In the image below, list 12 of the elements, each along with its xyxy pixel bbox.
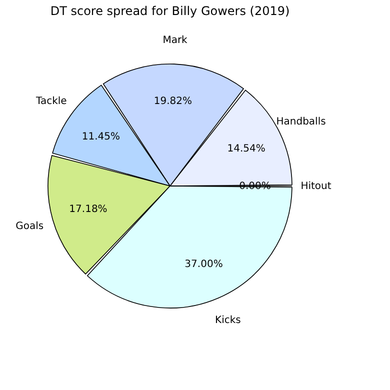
data-label: 11.45% xyxy=(82,131,120,142)
slice-label: Mark xyxy=(162,35,188,46)
slice-label: Kicks xyxy=(215,315,241,326)
data-label: 17.18% xyxy=(69,204,108,216)
slice-label: Tackle xyxy=(35,96,67,107)
data-label: 37.00% xyxy=(184,259,223,270)
slice-label: Handballs xyxy=(276,116,326,128)
chart-title: DT score spread for Billy Gowers (2019) xyxy=(50,4,290,18)
category-label: Hitout xyxy=(300,181,332,192)
data-label: 14.54% xyxy=(227,144,266,155)
slice-label: Goals xyxy=(16,220,44,232)
data-label: 19.82% xyxy=(154,96,192,108)
